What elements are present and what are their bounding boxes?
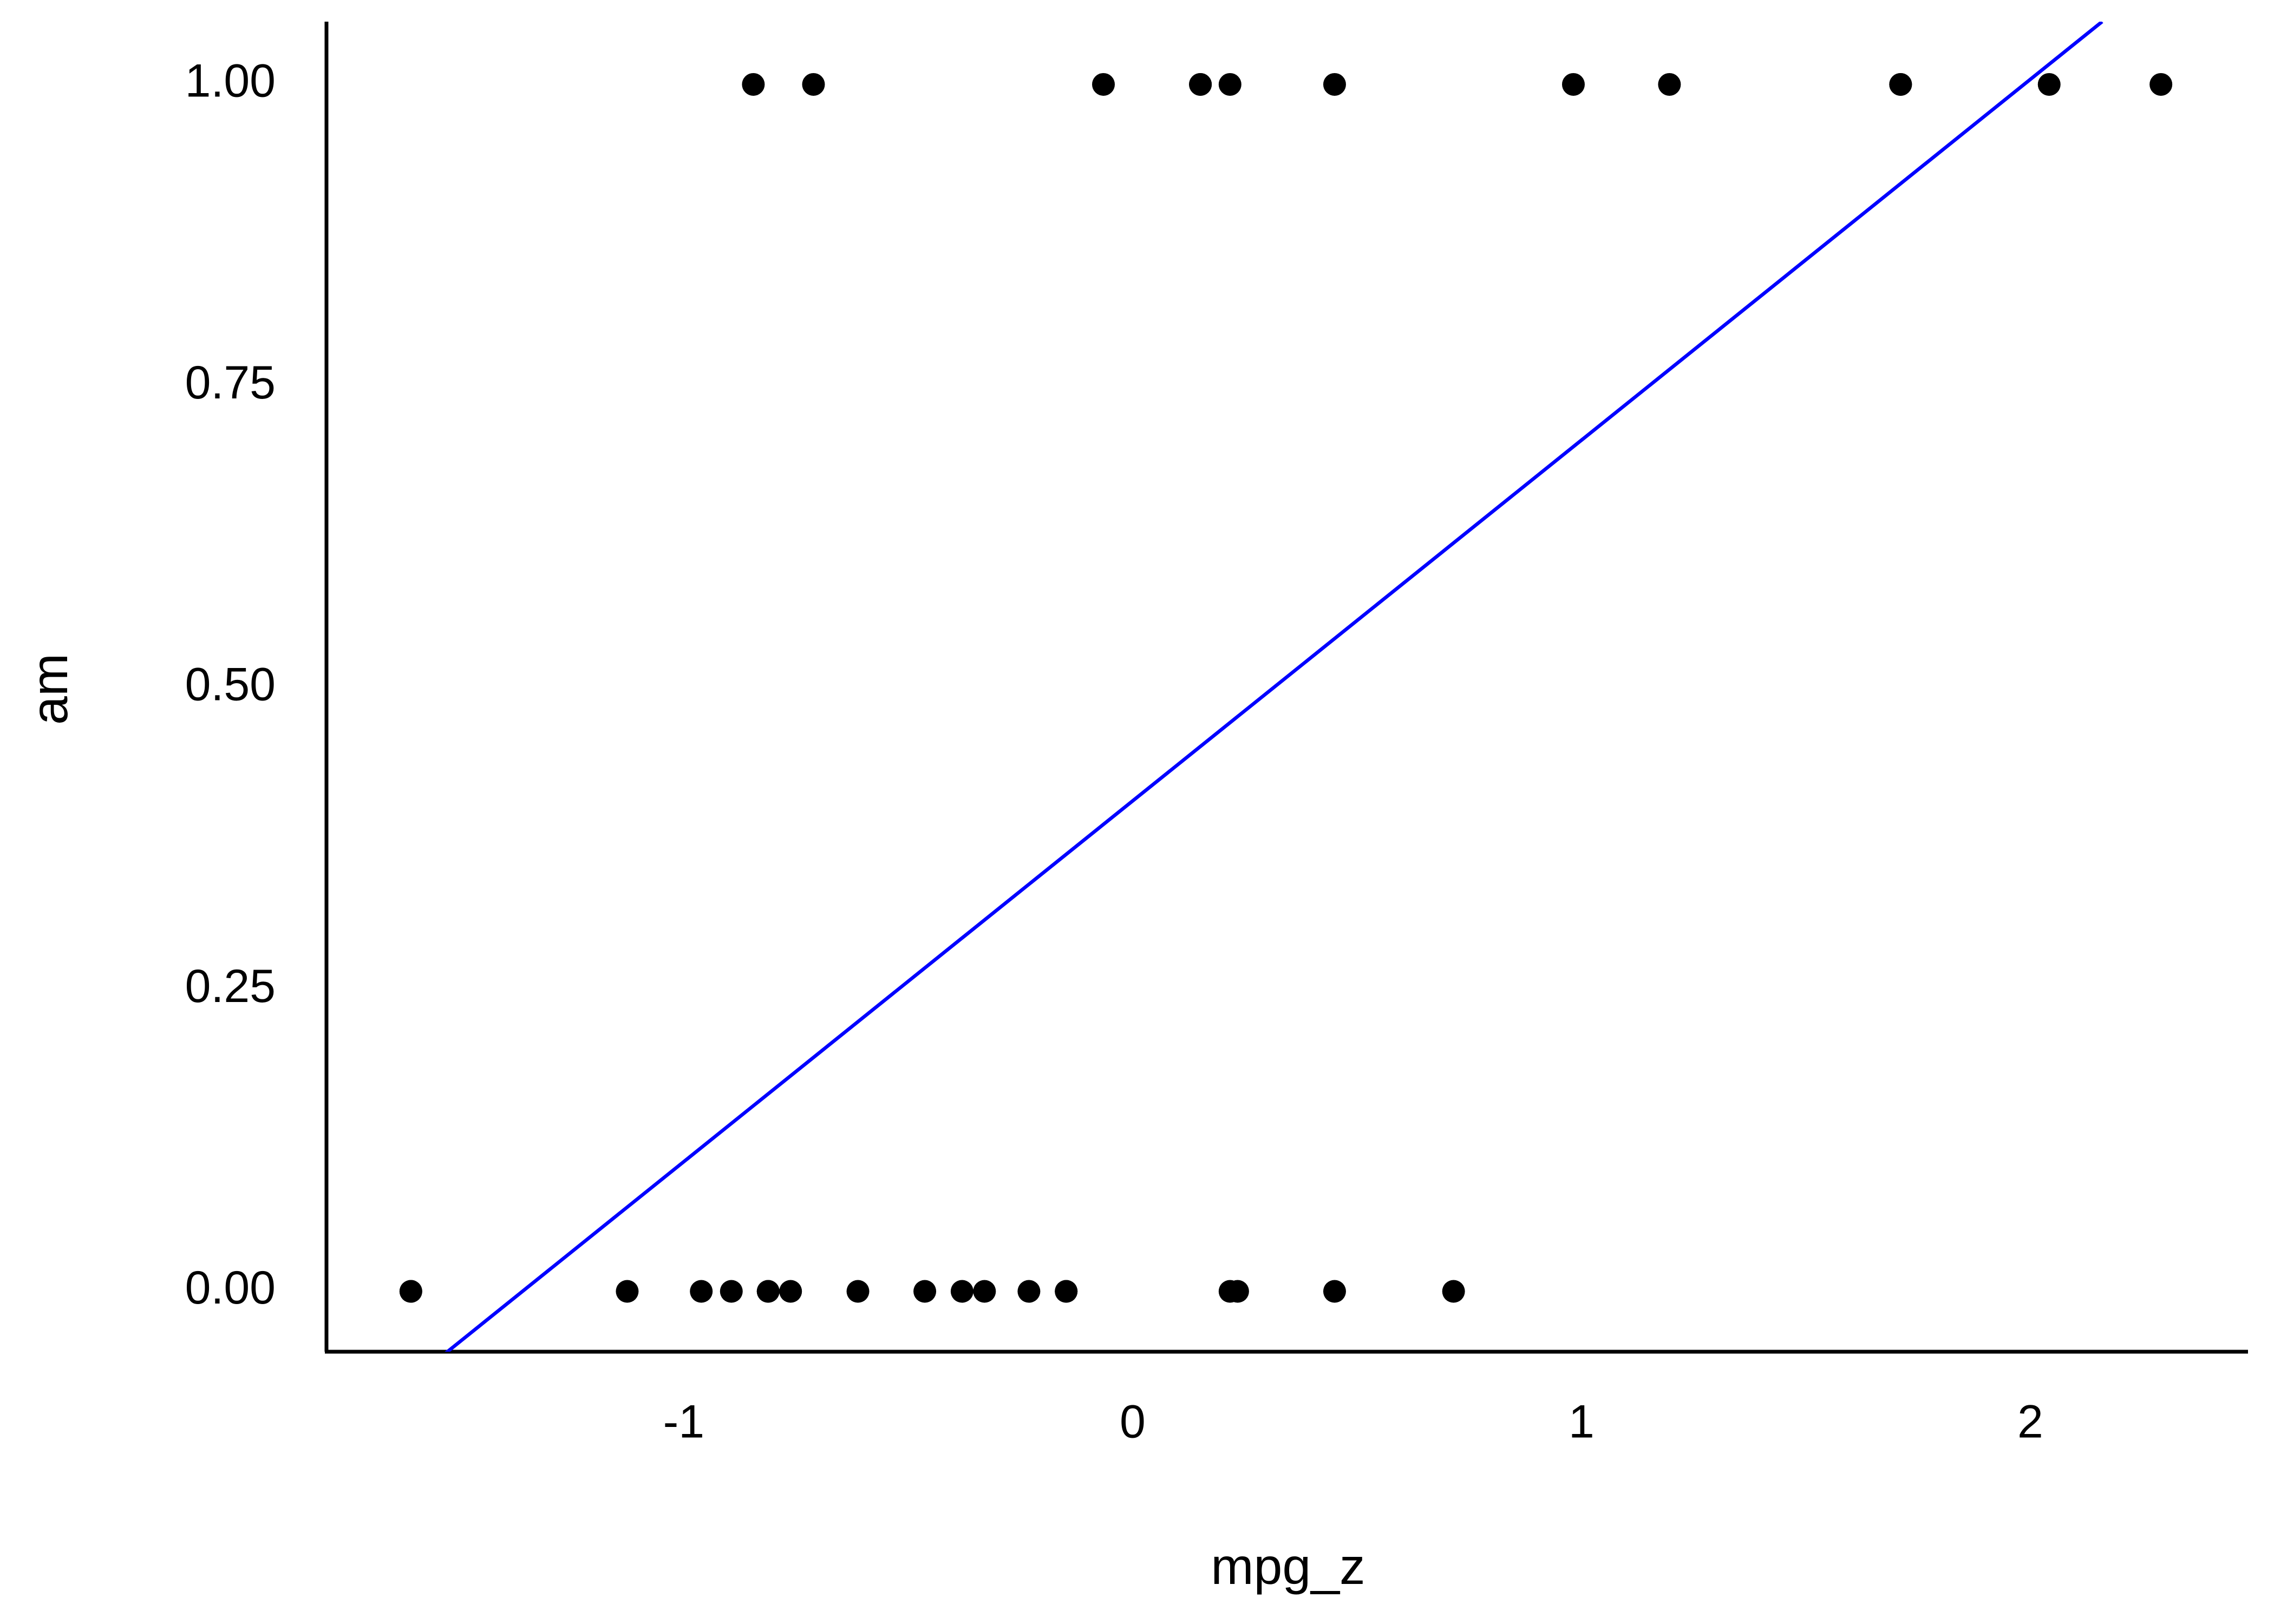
y-tick-label: 1.00 (185, 55, 276, 107)
point (1218, 73, 1241, 96)
point (1442, 1280, 1465, 1303)
point (950, 1280, 973, 1303)
point (690, 1280, 713, 1303)
point (1561, 73, 1585, 96)
point (1092, 73, 1115, 96)
point (2037, 73, 2061, 96)
point (2149, 73, 2173, 96)
y-tick-label: 0.75 (185, 357, 276, 409)
x-tick-label: -1 (663, 1396, 704, 1448)
x-tick-label: 2 (2017, 1396, 2043, 1448)
point (1323, 1280, 1346, 1303)
point (846, 1280, 870, 1303)
y-tick-label: 0.50 (185, 658, 276, 710)
point (1055, 1280, 1078, 1303)
x-axis-title: mpg_z (1211, 1538, 1365, 1595)
y-tick-label: 0.25 (185, 960, 276, 1012)
point (616, 1280, 639, 1303)
point (1323, 73, 1346, 96)
point (1889, 73, 1912, 96)
x-tick-label: 0 (1120, 1396, 1146, 1448)
point (756, 1280, 780, 1303)
point (1658, 73, 1681, 96)
x-tick-label: 1 (1569, 1396, 1595, 1448)
point (1226, 1280, 1249, 1303)
point (742, 73, 765, 96)
y-axis-title: am (21, 653, 79, 725)
point (913, 1280, 937, 1303)
fit-line (445, 22, 2103, 1352)
point (399, 1280, 422, 1303)
point (1017, 1280, 1041, 1303)
y-tick-label: 0.00 (185, 1262, 276, 1314)
point (1189, 73, 1212, 96)
point (802, 73, 825, 96)
point (779, 1280, 802, 1303)
point (973, 1280, 996, 1303)
point (720, 1280, 743, 1303)
